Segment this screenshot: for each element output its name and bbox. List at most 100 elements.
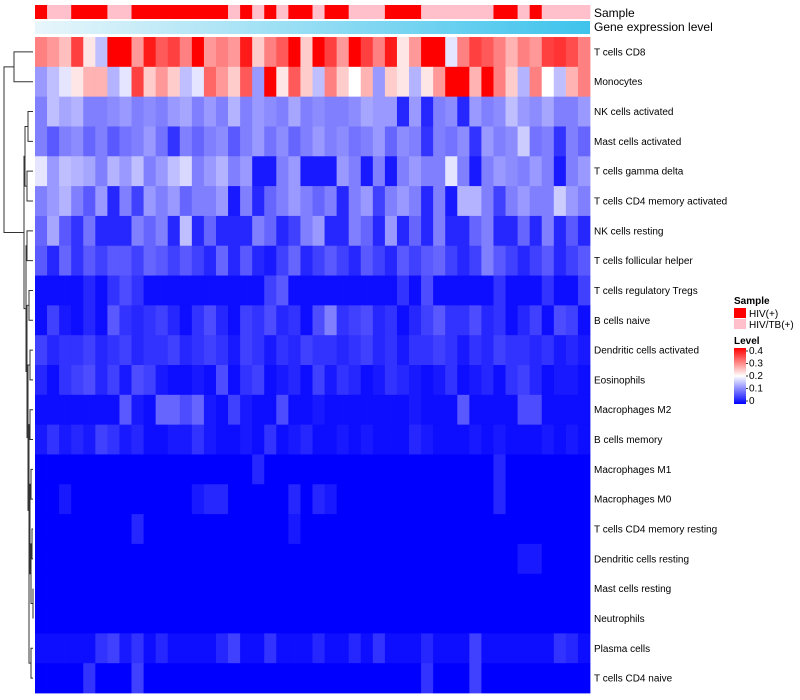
heatmap-cell: [396, 454, 410, 485]
heatmap-cell: [336, 96, 350, 127]
heatmap-cell: [179, 454, 193, 485]
heatmap-cell: [553, 484, 567, 515]
heatmap-cell: [517, 245, 531, 276]
sample-legend: Sample HIV(+) HIV/TB(+): [734, 296, 794, 331]
legend-label-hiv: HIV(+): [749, 309, 778, 320]
heatmap-cell: [312, 603, 325, 634]
heatmap-cell: [541, 603, 555, 634]
heatmap-cell: [119, 543, 132, 575]
heatmap-cell: [409, 394, 422, 426]
heatmap-cell: [179, 663, 193, 694]
heatmap-cell: [191, 156, 205, 187]
heatmap-cell: [469, 663, 482, 694]
heatmap-cell: [276, 156, 289, 187]
heatmap-cell: [71, 633, 84, 664]
heatmap-cell: [409, 156, 422, 187]
heatmap-cell: [577, 514, 591, 545]
heatmap-cell: [59, 484, 72, 515]
heatmap-cell: [469, 543, 482, 575]
heatmap-cell: [481, 215, 494, 247]
heatmap-cell: [191, 663, 205, 694]
heatmap-cell: [324, 394, 338, 426]
heatmap-cell: [312, 186, 325, 217]
heatmap-cell: [167, 365, 181, 396]
heatmap-cell: [312, 394, 325, 426]
heatmap-cell: [553, 66, 567, 98]
heatmap-cell: [240, 126, 253, 157]
sample-anno-cell: [119, 5, 132, 19]
sample-anno-cell: [421, 5, 434, 19]
heatmap-cell: [433, 573, 446, 604]
heatmap-cell: [95, 663, 108, 694]
heatmap-cell: [300, 573, 313, 604]
heatmap-cell: [457, 365, 470, 396]
heatmap-cell: [240, 305, 253, 336]
heatmap-cell: [348, 126, 362, 157]
heatmap-cell: [445, 543, 458, 575]
row-label: T cells CD4 naive: [594, 674, 673, 685]
heatmap-cell: [300, 484, 313, 515]
sample-anno-cell: [396, 5, 410, 19]
heatmap-cell: [71, 543, 84, 575]
heatmap-cell: [409, 37, 422, 68]
heatmap-cell: [529, 663, 543, 694]
heatmap-cell: [493, 633, 506, 664]
heatmap-cell: [505, 335, 519, 366]
heatmap-cell: [360, 663, 374, 694]
heatmap-cell: [240, 484, 253, 515]
heatmap-cell: [276, 603, 289, 634]
heatmap-cell: [360, 633, 374, 664]
heatmap-cell: [35, 245, 48, 276]
heatmap-cell: [457, 424, 470, 455]
row-label: Mast cells resting: [594, 584, 671, 595]
heatmap-cell: [264, 424, 277, 455]
heatmap-cell: [191, 424, 205, 455]
heatmap-cell: [384, 484, 398, 515]
heatmap-cell: [577, 663, 591, 694]
heatmap-cell: [517, 275, 531, 306]
heatmap-cell: [71, 514, 84, 545]
heatmap-cell: [469, 37, 482, 68]
heatmap-cell: [384, 394, 398, 426]
heatmap-cell: [191, 186, 205, 217]
heatmap-cell: [481, 484, 494, 515]
level-legend-title: Level: [734, 336, 760, 347]
heatmap-cell: [469, 484, 482, 515]
heatmap-cell: [445, 66, 458, 98]
heatmap-cell: [264, 275, 277, 306]
heatmap-cell: [240, 603, 253, 634]
heatmap-cell: [529, 365, 543, 396]
heatmap-cell: [143, 305, 157, 336]
heatmap-cell: [191, 633, 205, 664]
heatmap-cell: [264, 37, 277, 68]
heatmap-cell: [505, 543, 519, 575]
heatmap-cell: [577, 454, 591, 485]
sample-anno-cell: [131, 5, 144, 19]
sample-anno-cell: [517, 5, 531, 19]
heatmap-cell: [481, 305, 494, 336]
heatmap-cell: [457, 245, 470, 276]
heatmap-cell: [312, 305, 325, 336]
heatmap-cell: [252, 424, 265, 455]
heatmap-cell: [348, 275, 362, 306]
heatmap-cell: [469, 126, 482, 157]
heatmap-cell: [107, 514, 120, 545]
heatmap-cell: [288, 275, 301, 306]
heatmap-cell: [396, 573, 410, 604]
heatmap-cell: [324, 215, 338, 247]
level-legend: Level 0.4 0.30.2 0.10: [734, 336, 763, 407]
heatmap-cell: [155, 394, 169, 426]
heatmap-cell: [95, 37, 108, 68]
heatmap-cell: [119, 186, 132, 217]
heatmap-cell: [276, 484, 289, 515]
heatmap-cell: [71, 424, 84, 455]
heatmap-cell: [577, 186, 591, 217]
heatmap-cell: [421, 186, 434, 217]
heatmap-cell: [59, 633, 72, 664]
heatmap-cell: [565, 603, 579, 634]
heatmap-cell: [348, 365, 362, 396]
heatmap-cell: [481, 454, 494, 485]
heatmap-cell: [264, 394, 277, 426]
heatmap-cell: [288, 514, 301, 545]
heatmap-cell: [360, 215, 374, 247]
